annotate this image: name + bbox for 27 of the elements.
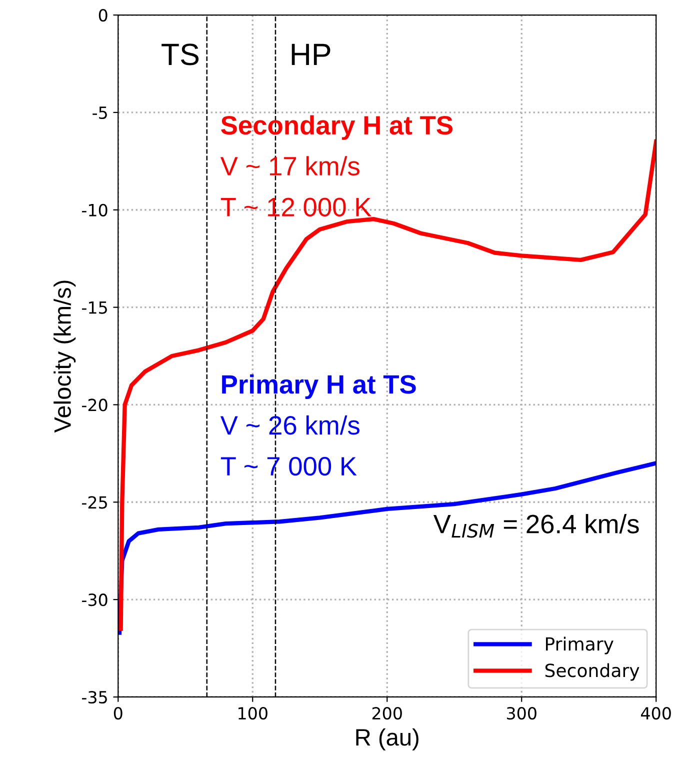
- x-axis-title: R (au): [356, 728, 418, 750]
- annotation: V$_{LISM}$ = 26.4 km/s: [433, 514, 639, 538]
- y-axis-title: Velocity (km/s): [54, 280, 76, 433]
- annotation: T ~ 7 000 K: [220, 456, 357, 476]
- x-tick-label: 100: [238, 707, 268, 720]
- y-tick-label: -5: [92, 106, 107, 120]
- x-tick-label: 200: [372, 707, 402, 720]
- annotation: Secondary H at TS: [221, 115, 452, 140]
- x-tick-label: 400: [641, 707, 671, 720]
- y-tick-label: -25: [82, 496, 107, 509]
- y-tick-label: -20: [82, 398, 108, 412]
- legend-label: Primary: [546, 636, 614, 654]
- line-series: [118, 139, 656, 631]
- y-tick-label: -15: [82, 301, 107, 314]
- y-tick-label: -30: [82, 594, 108, 606]
- annotation: Primary H at TS: [222, 374, 416, 399]
- ref-line-label: HP: [292, 44, 330, 65]
- x-tick-label: 300: [506, 707, 536, 720]
- ref-line-label: TS: [162, 44, 199, 66]
- annotation: T ~ 12 000 K: [220, 198, 372, 216]
- y-tick-label: -10: [82, 204, 108, 216]
- annotation: V ~ 26 km/s: [220, 415, 360, 435]
- legend-label: Secondary: [545, 663, 640, 681]
- y-tick-label: -35: [82, 690, 107, 704]
- x-tick-label: 0: [114, 707, 122, 720]
- annotation: V ~ 17 km/s: [220, 156, 360, 176]
- y-tick-label: 0: [98, 8, 108, 22]
